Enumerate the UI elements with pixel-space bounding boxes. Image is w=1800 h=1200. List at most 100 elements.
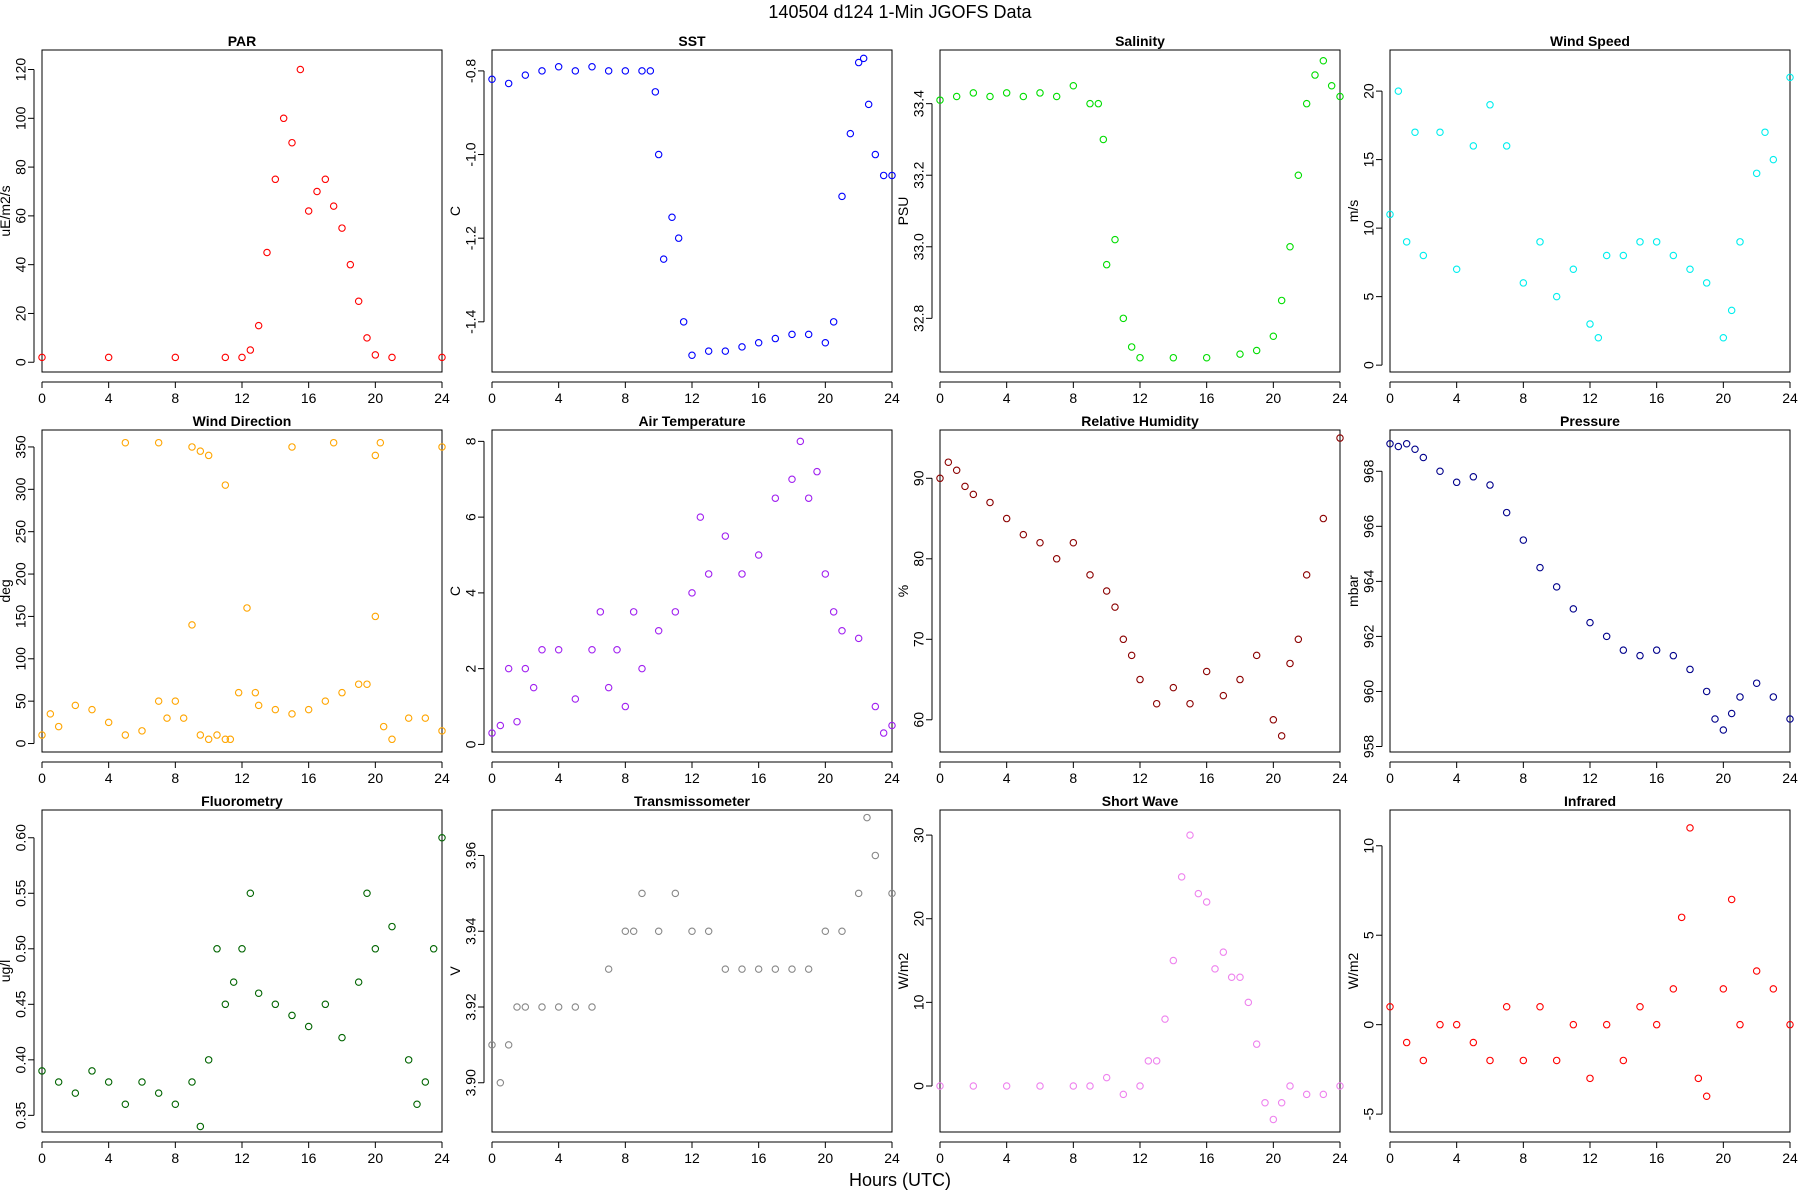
data-point: [346, 260, 355, 269]
x-tick-label: 16: [751, 770, 767, 786]
data-point: [204, 451, 213, 460]
data-point: [871, 851, 880, 860]
data-point: [421, 714, 430, 722]
data-point: [1052, 555, 1061, 563]
data-point: [304, 705, 313, 714]
x-tick-label: 20: [1266, 1150, 1282, 1166]
data-point: [1244, 998, 1253, 1007]
x-tick-label: 8: [621, 1150, 629, 1166]
data-point: [121, 731, 130, 739]
data-point: [1636, 651, 1644, 660]
data-point: [679, 318, 688, 326]
y-tick-label: 0: [1361, 361, 1377, 369]
panel-11: Short Wave W/m2 0 4 8 12 16 20 24 0 10 20 30: [895, 793, 1348, 1166]
y-tick-label: 90: [911, 470, 927, 486]
data-point: [969, 89, 978, 97]
data-point: [221, 353, 230, 362]
data-point: [788, 475, 796, 483]
y-tick-label: 10: [1361, 220, 1377, 236]
data-point: [1252, 346, 1261, 355]
data-point: [1327, 82, 1336, 90]
data-point: [1736, 693, 1744, 701]
data-point: [704, 927, 713, 935]
data-point: [354, 297, 363, 306]
figure-xlabel: Hours (UTC): [849, 1170, 951, 1190]
data-point: [1727, 895, 1736, 904]
y-tick-label: 0: [13, 739, 29, 747]
data-point: [1319, 514, 1328, 523]
panel-2: SST C 0 4 8 12 16 20 24 -1.4 -1.2 -1.0 -0.8: [447, 33, 900, 406]
x-tick-label: 24: [1332, 390, 1348, 406]
data-point: [363, 889, 371, 898]
x-tick-label: 8: [1519, 390, 1527, 406]
data-point: [1069, 538, 1078, 547]
data-point: [1036, 89, 1044, 97]
plot-frame: [41, 429, 443, 753]
data-point: [1486, 1056, 1494, 1065]
y-axis-label: mbar: [1345, 575, 1361, 607]
data-point: [1386, 210, 1394, 219]
x-tick-label: 8: [1069, 390, 1077, 406]
data-point: [1386, 440, 1394, 448]
data-point: [888, 171, 896, 180]
data-point: [513, 1003, 521, 1011]
data-point: [1469, 1038, 1478, 1047]
x-tick-label: 16: [751, 1150, 767, 1166]
data-point: [829, 318, 838, 326]
data-point: [1719, 333, 1728, 342]
data-point: [671, 608, 680, 616]
data-point: [171, 697, 180, 705]
y-tick-label: 958: [1361, 735, 1377, 759]
x-tick-label: 8: [1519, 770, 1527, 786]
data-point: [1411, 128, 1419, 136]
data-point: [229, 978, 238, 986]
data-point: [288, 138, 296, 147]
data-point: [288, 1011, 296, 1020]
data-point: [771, 494, 780, 502]
y-axis-label: C: [447, 206, 463, 216]
data-point: [288, 443, 296, 451]
data-point: [371, 351, 380, 359]
data-point: [1277, 296, 1286, 305]
data-point: [1219, 948, 1228, 956]
y-tick-label: 200: [13, 562, 29, 586]
data-point: [638, 664, 646, 673]
data-point: [1652, 1020, 1661, 1029]
data-point: [554, 1003, 563, 1011]
panel-title: Pressure: [1560, 413, 1620, 429]
data-point: [668, 213, 676, 222]
data-point: [1452, 265, 1461, 273]
data-point: [1402, 238, 1411, 246]
data-point: [1402, 440, 1411, 448]
data-point: [1269, 332, 1278, 340]
y-axis-label: PSU: [895, 197, 911, 226]
data-point: [952, 92, 961, 101]
data-point: [754, 551, 763, 559]
data-point: [104, 1078, 113, 1086]
y-tick-label: 150: [13, 605, 29, 629]
data-point: [338, 1033, 346, 1042]
data-point: [838, 927, 846, 935]
data-point: [1302, 99, 1311, 108]
x-tick-label: 16: [1649, 390, 1665, 406]
data-point: [1202, 667, 1211, 676]
data-point: [529, 683, 538, 692]
data-point: [496, 721, 505, 730]
data-point: [1099, 135, 1108, 144]
data-point: [1161, 1015, 1169, 1023]
data-point: [1294, 635, 1303, 644]
data-point: [246, 889, 255, 898]
data-point: [1202, 353, 1211, 362]
data-point: [1686, 265, 1694, 273]
data-point: [1436, 467, 1444, 476]
data-point: [1619, 251, 1628, 260]
data-point: [721, 965, 730, 973]
data-point: [213, 731, 221, 739]
data-point: [196, 731, 205, 739]
x-tick-label: 12: [1582, 770, 1598, 786]
data-point: [1186, 831, 1194, 839]
y-tick-label: 0.35: [13, 1102, 29, 1129]
x-tick-label: 4: [1453, 770, 1461, 786]
data-point: [1636, 238, 1644, 246]
x-tick-label: 16: [1199, 770, 1215, 786]
